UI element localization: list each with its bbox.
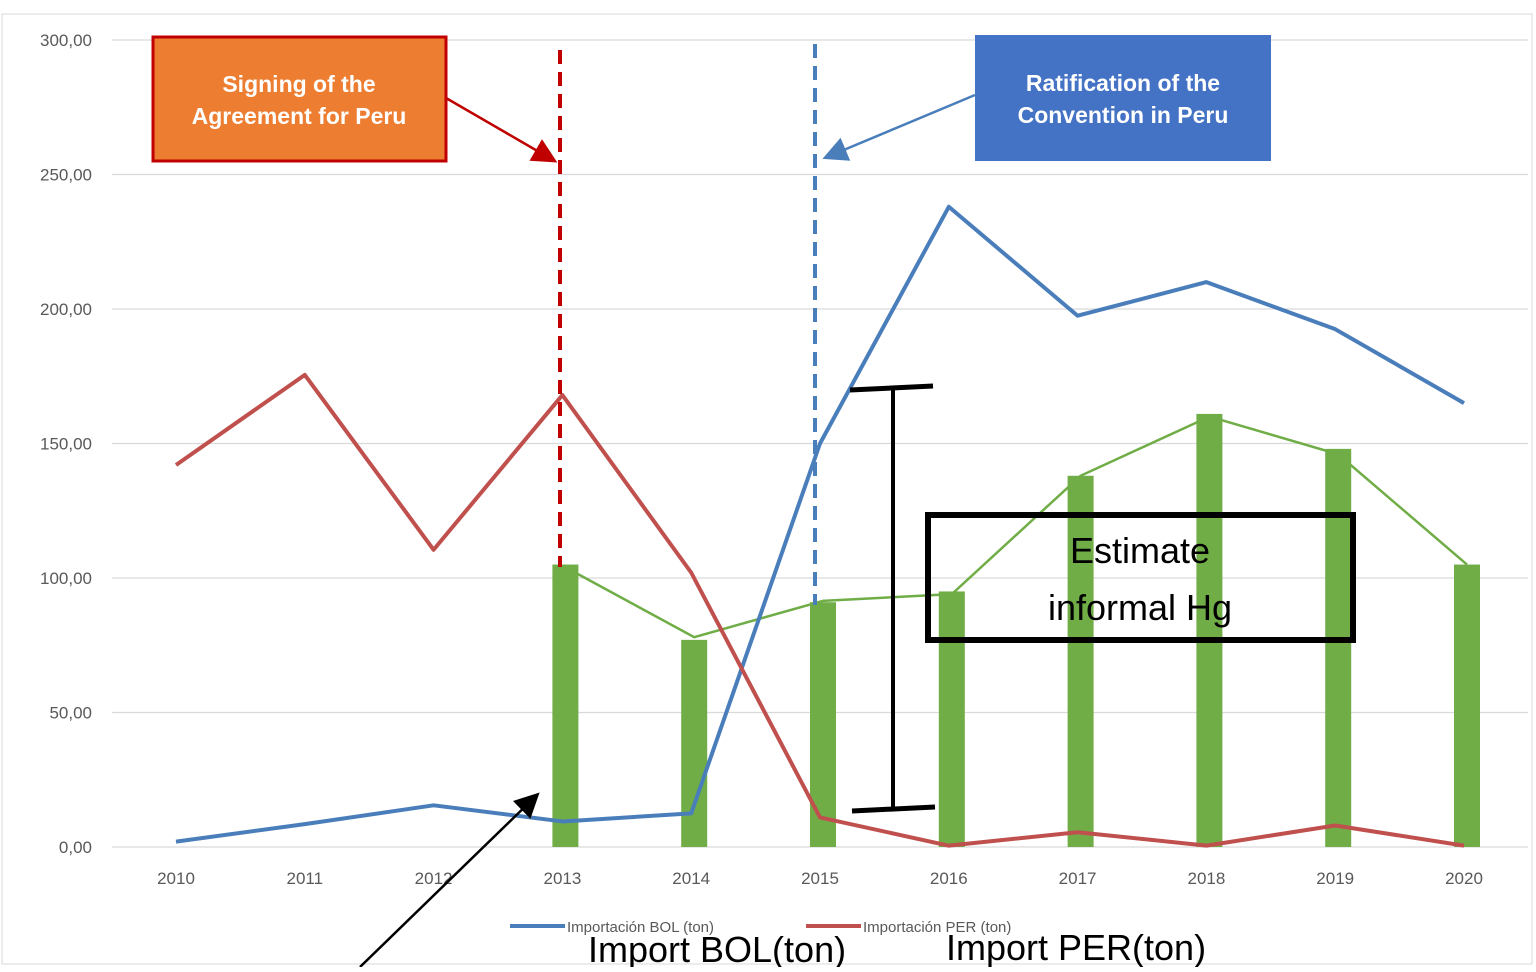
bar [552,564,579,847]
series-lines [174,204,1468,848]
x-tick-label: 2019 [1316,869,1354,888]
x-axis-ticks: 2010 2011 2012 2013 2014 2015 2016 2017 2018 2019… [157,869,1483,888]
signing-arrow [445,96,558,163]
x-tick-label: 2013 [543,869,581,888]
bar-trend-line [564,415,1468,639]
legend-label: Importación PER (ton) [863,919,1011,936]
legend-label: Importación BOL (ton) [567,919,714,936]
estimate-box [925,512,1356,643]
import-per-label: Import PER(ton) [946,927,1206,967]
ratification-arrow [822,93,976,161]
x-tick-label: 2018 [1187,869,1225,888]
ratification-callout-text: Ratification of the [1026,70,1220,96]
bar [1196,413,1223,847]
y-tick-label: 0,00 [59,838,92,857]
estimate-text: Estimate [1070,530,1210,571]
bar [1454,564,1480,847]
signing-callout-box [151,35,448,163]
signing-callout-text: Signing of the [222,71,375,97]
import-arrow [359,792,540,968]
y-tick-label: 300,00 [40,31,92,50]
bar [1325,448,1352,847]
bar [681,639,708,847]
y-tick-label: 100,00 [40,569,92,588]
signing-callout-text: Agreement for Peru [192,103,407,129]
x-tick-label: 2011 [287,869,324,888]
bar [938,591,965,847]
annotations: Signing of the Agreement for Peru Ratifica… [151,35,1356,970]
y-axis-ticks: 0,00 50,00 100,00 150,00 200,00 250,00 300,00 [40,31,92,857]
bar [810,602,836,847]
series-line-bol [175,204,1465,844]
chart-frame [1,13,1533,965]
x-tick-label: 2020 [1445,869,1483,888]
y-tick-label: 200,00 [40,300,92,319]
y-tick-label: 50,00 [49,704,92,723]
legend: Importación BOL (ton) Importación PER (to… [510,919,1011,936]
import-bol-label: Import BOL(ton) [588,929,846,967]
y-tick-label: 250,00 [40,166,92,185]
x-tick-label: 2017 [1059,869,1097,888]
x-tick-label: 2012 [415,869,453,888]
x-tick-label: 2014 [672,869,710,888]
ratification-callout-box [975,35,1271,161]
series-line-per [174,372,1465,848]
grid [112,39,1528,848]
range-bracket-bottom [851,804,936,814]
ratification-callout-text: Convention in Peru [1018,102,1229,128]
estimate-text: informal Hg [1048,587,1232,628]
x-tick-label: 2010 [157,869,195,888]
x-tick-label: 2016 [930,869,968,888]
y-tick-label: 150,00 [40,435,92,454]
x-tick-label: 2015 [801,869,839,888]
bar [1067,475,1094,847]
